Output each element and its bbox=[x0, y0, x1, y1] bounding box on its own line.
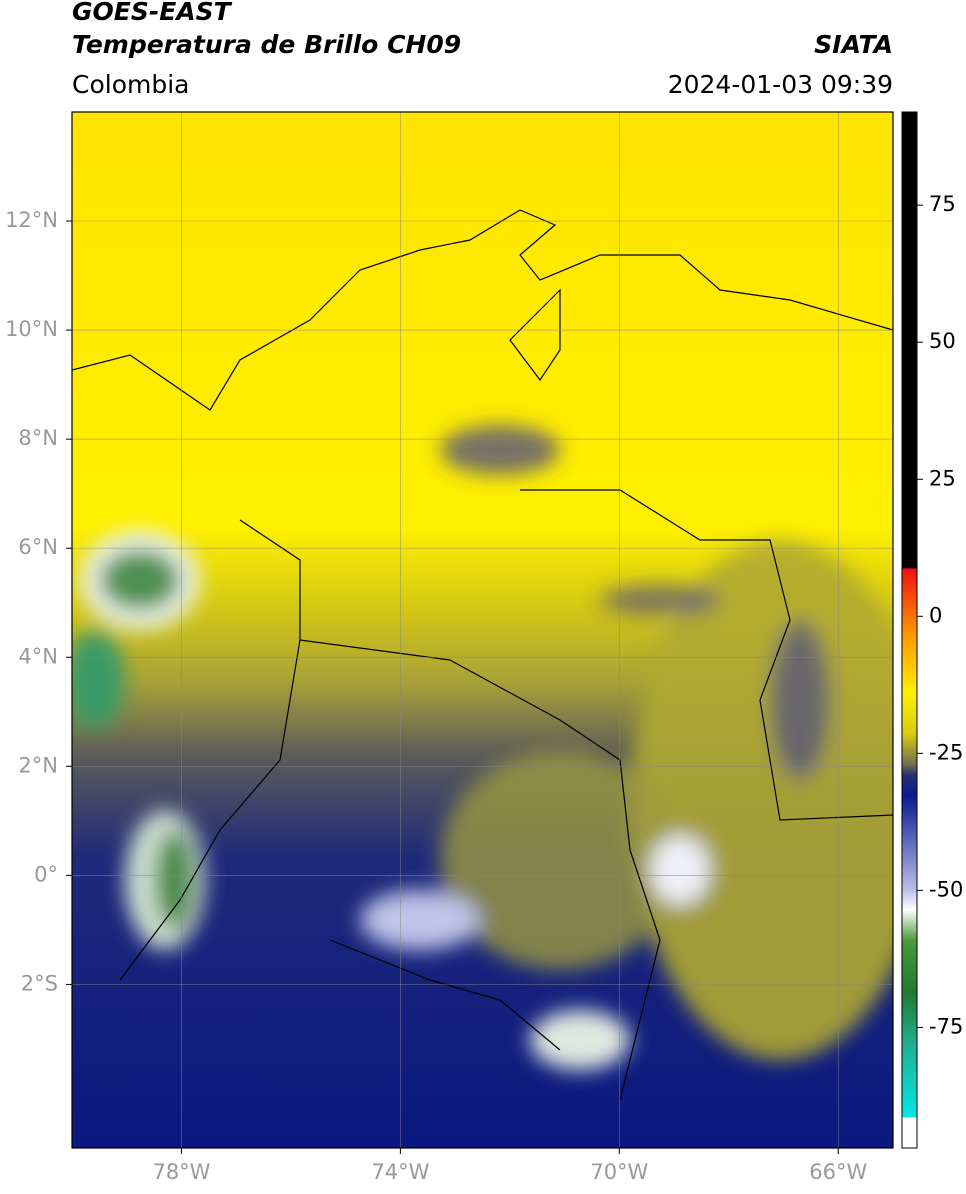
colorbar-tick-label: -50 bbox=[929, 877, 963, 901]
colorbar-tick-label: 25 bbox=[929, 466, 956, 490]
region: Colombia bbox=[72, 70, 189, 99]
x-tick-label: 74°W bbox=[371, 1160, 429, 1184]
y-tick-label: 8°N bbox=[18, 426, 58, 450]
x-tick-label: 70°W bbox=[590, 1160, 648, 1184]
colorbar bbox=[901, 111, 918, 1149]
y-tick-label: 0° bbox=[34, 862, 58, 886]
colorbar-tick-label: 75 bbox=[929, 192, 956, 216]
colorbar-tick-label: -75 bbox=[929, 1014, 963, 1038]
datetime: 2024-01-03 09:39 bbox=[668, 70, 893, 99]
y-tick-label: 2°N bbox=[18, 753, 58, 777]
y-tick-label: 12°N bbox=[5, 208, 58, 232]
subtitle: Temperatura de Brillo CH09 bbox=[72, 30, 461, 59]
x-tick-label: 66°W bbox=[809, 1160, 867, 1184]
y-tick-label: 6°N bbox=[18, 535, 58, 559]
x-tick-label: 78°W bbox=[152, 1160, 210, 1184]
map-frame bbox=[71, 111, 894, 1149]
satellite-image bbox=[72, 112, 893, 1148]
colorbar-tick-label: 50 bbox=[929, 329, 956, 353]
y-tick-label: 4°N bbox=[18, 644, 58, 668]
y-tick-label: 2°S bbox=[21, 971, 58, 995]
colorbar-tick-label: -25 bbox=[929, 740, 963, 764]
source: SIATA bbox=[814, 30, 893, 59]
colorbar-tick-label: 0 bbox=[929, 603, 942, 627]
y-tick-label: 10°N bbox=[5, 317, 58, 341]
title: GOES-EAST bbox=[72, 0, 233, 26]
